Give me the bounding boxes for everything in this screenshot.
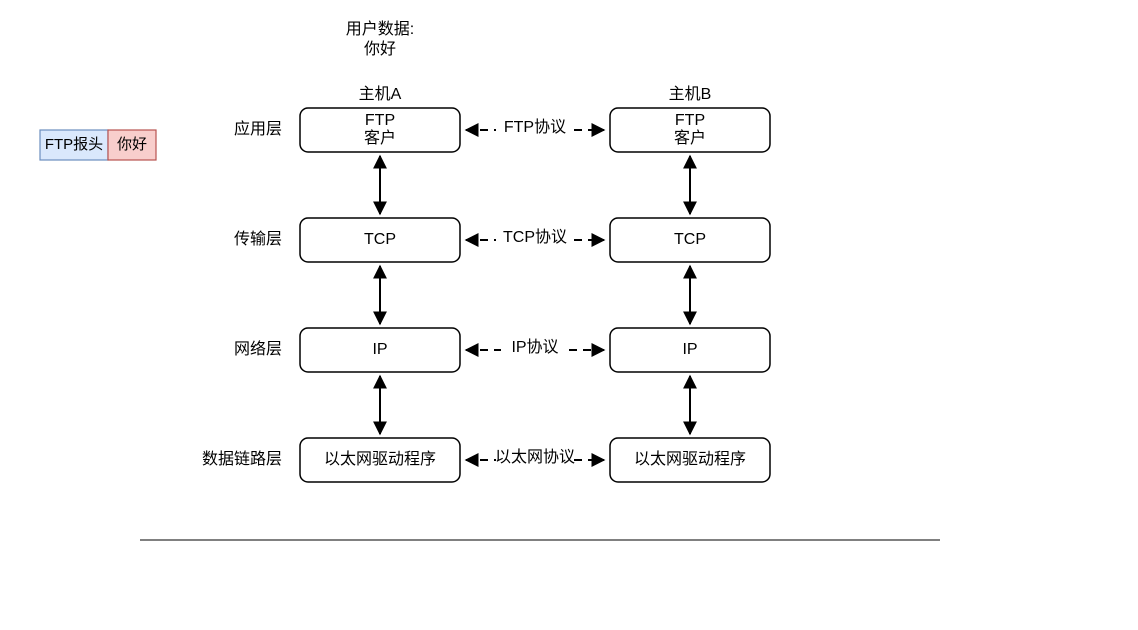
layer-label-3: 数据链路层 [202,450,282,468]
svg-text:以太网驱动程序: 以太网驱动程序 [324,450,436,468]
host-a-box-2: IP [300,328,460,372]
host-a-label: 主机A [359,85,402,103]
user-data-value: 你好 [364,40,396,58]
protocol-arrow-3: 以太网协议 [466,448,604,466]
protocol-arrow-2: IP协议 [466,338,604,356]
host-a-box-3: 以太网驱动程序 [300,438,460,482]
svg-text:IP: IP [372,341,387,358]
host-b-box-1: TCP [610,218,770,262]
svg-text:客户: 客户 [674,129,706,147]
svg-text:IP协议: IP协议 [511,338,558,356]
svg-text:TCP协议: TCP协议 [503,228,567,246]
host-b-box-2: IP [610,328,770,372]
packet-header-label: FTP报头 [45,136,103,153]
host-b-box-0: FTP客户 [610,108,770,152]
svg-text:IP: IP [682,341,697,358]
packet-encapsulation: FTP报头 你好 [40,130,156,160]
layer-label-1: 传输层 [234,230,282,248]
svg-text:FTP: FTP [365,112,395,129]
svg-text:TCP: TCP [674,231,706,248]
network-layer-diagram: 用户数据: 你好 主机A 主机B FTP报头 你好 应用层FTP客户FTP客户F… [0,0,1138,630]
svg-text:FTP协议: FTP协议 [504,118,566,136]
user-data-label: 用户数据: [346,20,414,38]
svg-text:客户: 客户 [364,129,396,147]
layer-label-0: 应用层 [234,119,282,138]
svg-text:FTP: FTP [675,112,705,129]
svg-text:以太网驱动程序: 以太网驱动程序 [634,450,746,468]
host-b-label: 主机B [669,85,712,103]
host-a-box-0: FTP客户 [300,108,460,152]
layer-label-2: 网络层 [234,339,282,358]
svg-text:TCP: TCP [364,231,396,248]
packet-data-label: 你好 [117,136,147,153]
svg-text:以太网协议: 以太网协议 [495,448,575,466]
protocol-arrow-1: TCP协议 [466,228,604,246]
host-b-box-3: 以太网驱动程序 [610,438,770,482]
host-a-box-1: TCP [300,218,460,262]
protocol-arrow-0: FTP协议 [466,118,604,136]
